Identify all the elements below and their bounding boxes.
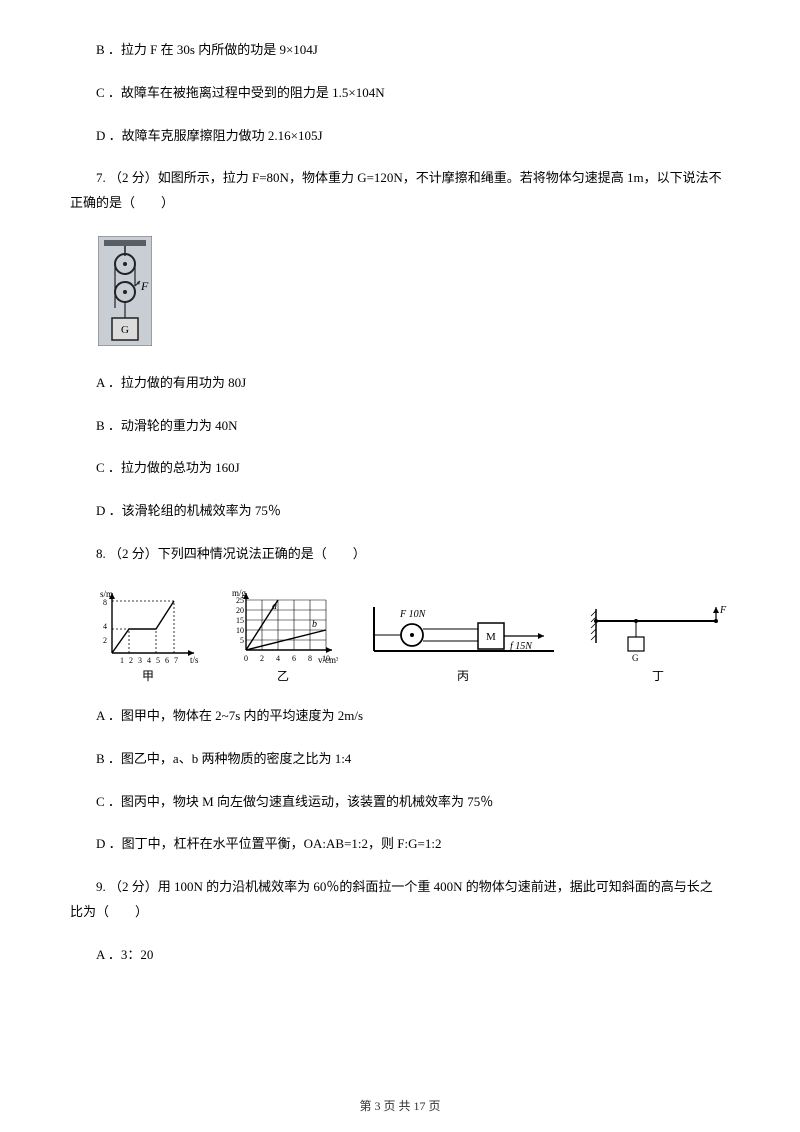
svg-text:b: b xyxy=(312,619,317,630)
fig-jia-label: 甲 xyxy=(142,667,154,686)
q7-d: D ．该滑轮组的机械效率为 75％ xyxy=(70,501,730,522)
fig-bing: M F 10N f 15N 丙 xyxy=(368,605,558,686)
svg-text:6: 6 xyxy=(292,654,296,663)
svg-text:2: 2 xyxy=(260,654,264,663)
svg-text:5: 5 xyxy=(156,656,160,665)
q7-stem: 7. （2 分）如图所示，拉力 F=80N，物体重力 G=120N，不计摩擦和绳… xyxy=(70,168,730,214)
q7-b: B ．动滑轮的重力为 40N xyxy=(70,416,730,437)
fig-yi-label: 乙 xyxy=(277,667,289,686)
fig-bing-label: 丙 xyxy=(457,667,469,686)
svg-text:10: 10 xyxy=(236,626,244,635)
svg-text:F 10N: F 10N xyxy=(399,609,427,620)
svg-text:4: 4 xyxy=(147,656,151,665)
fig-yi: m/g v/cm³ 51015 2025 024 6810 a b 乙 xyxy=(228,587,338,686)
svg-text:a: a xyxy=(272,601,277,612)
opt-c: C ．故障车在被拖离过程中受到的阻力是 1.5×104N xyxy=(70,83,730,104)
q7-figure: G F xyxy=(98,236,730,353)
svg-text:20: 20 xyxy=(236,606,244,615)
q7-c: C ．拉力做的总功为 160J xyxy=(70,458,730,479)
q8-stem: 8. （2 分）下列四种情况说法正确的是（ ） xyxy=(70,544,730,565)
page-footer: 第 3 页 共 17 页 xyxy=(0,1097,800,1116)
q8-a: A ．图甲中，物体在 2~7s 内的平均速度为 2m/s xyxy=(70,706,730,727)
q8-c: C ．图丙中，物块 M 向左做匀速直线运动，该装置的机械效率为 75％ xyxy=(70,792,730,813)
fig-ding: G F 丁 xyxy=(588,603,728,686)
q9-stem-line1: 9. （2 分）用 100N 的力沿机械效率为 60％的斜面拉一个重 400N … xyxy=(70,877,730,898)
opt-d: D ．故障车克服摩擦阻力做功 2.16×105J xyxy=(70,126,730,147)
svg-text:25: 25 xyxy=(236,596,244,605)
svg-text:10: 10 xyxy=(322,654,330,663)
svg-text:t/s: t/s xyxy=(190,655,198,665)
svg-text:0: 0 xyxy=(244,654,248,663)
q9-a: A ．3：20 xyxy=(70,945,730,966)
q7-stem-line2: 正确的是（ ） xyxy=(70,193,730,214)
svg-text:2: 2 xyxy=(103,636,107,645)
q8-d: D ．图丁中，杠杆在水平位置平衡，OA:AB=1:2，则 F:G=1:2 xyxy=(70,834,730,855)
opt-b: B ．拉力 F 在 30s 内所做的功是 9×104J xyxy=(70,40,730,61)
svg-text:4: 4 xyxy=(103,622,107,631)
fig-ding-label: 丁 xyxy=(652,667,664,686)
svg-text:6: 6 xyxy=(165,656,169,665)
fig7-g-label: G xyxy=(121,324,129,336)
svg-text:f 15N: f 15N xyxy=(510,641,533,652)
svg-text:4: 4 xyxy=(276,654,280,663)
svg-text:F: F xyxy=(719,605,727,616)
svg-text:3: 3 xyxy=(138,656,142,665)
svg-text:M: M xyxy=(486,631,496,643)
fig-jia: s/m t/s 2 4 8 123 4567 甲 xyxy=(98,587,198,686)
q8-figures: s/m t/s 2 4 8 123 4567 甲 xyxy=(98,587,730,686)
svg-text:1: 1 xyxy=(120,656,124,665)
q8-b: B ．图乙中，a、b 两种物质的密度之比为 1:4 xyxy=(70,749,730,770)
svg-text:G: G xyxy=(632,653,639,663)
svg-text:5: 5 xyxy=(240,636,244,645)
q7-a: A ．拉力做的有用功为 80J xyxy=(70,373,730,394)
svg-text:2: 2 xyxy=(129,656,133,665)
q9-stem-line2: 比为（ ） xyxy=(70,902,730,923)
svg-text:15: 15 xyxy=(236,616,244,625)
q7-stem-line1: 7. （2 分）如图所示，拉力 F=80N，物体重力 G=120N，不计摩擦和绳… xyxy=(70,168,730,189)
fig7-f-label: F xyxy=(140,279,149,293)
svg-text:8: 8 xyxy=(308,654,312,663)
svg-text:8: 8 xyxy=(103,598,107,607)
q9-stem: 9. （2 分）用 100N 的力沿机械效率为 60％的斜面拉一个重 400N … xyxy=(70,877,730,923)
svg-text:7: 7 xyxy=(174,656,178,665)
